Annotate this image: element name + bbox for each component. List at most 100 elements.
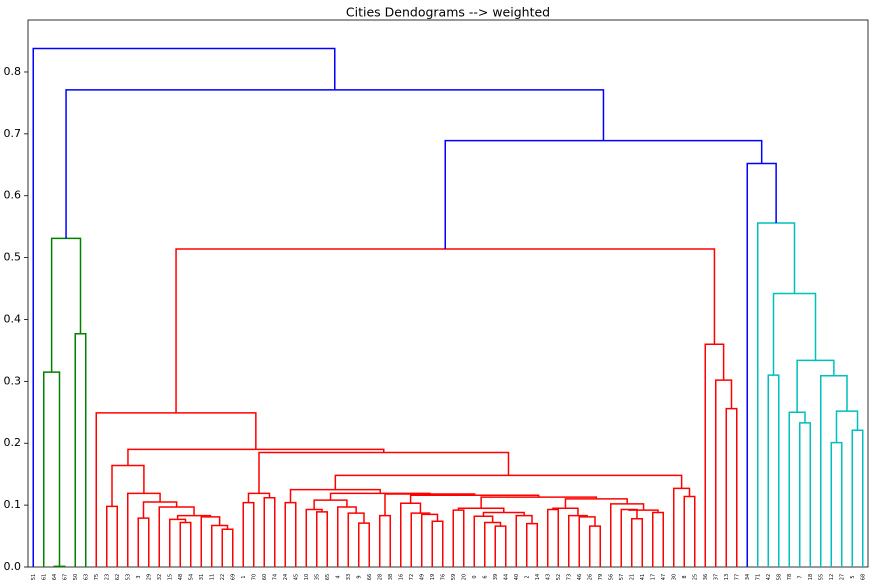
dendrogram-link xyxy=(410,512,431,567)
leaf-label: 58 xyxy=(776,574,782,580)
dendrogram-link xyxy=(494,525,507,567)
leaf-label: 24 xyxy=(283,574,289,580)
dendrogram-link xyxy=(137,517,150,567)
dendrogram-link xyxy=(820,375,848,567)
leaf-label: 61 xyxy=(41,574,47,580)
dendrogram-link xyxy=(305,508,323,567)
leaf-label: 21 xyxy=(629,574,635,580)
dendrogram-link xyxy=(169,518,187,567)
leaf-label: 23 xyxy=(104,574,110,580)
dendrogram-link xyxy=(50,237,82,373)
dendrogram-link xyxy=(400,502,422,567)
leaf-label: 42 xyxy=(766,574,772,580)
leaf-label: 17 xyxy=(650,574,656,580)
leaf-label: 76 xyxy=(440,574,446,580)
leaf-label: 11 xyxy=(209,574,215,580)
leaf-label: 60 xyxy=(262,574,268,580)
leaf-label: 71 xyxy=(755,574,761,580)
dendrogram-link xyxy=(221,528,234,567)
dendrogram-link xyxy=(258,451,510,494)
dendrogram-link xyxy=(179,521,192,567)
dendrogram-link xyxy=(673,487,691,567)
leaf-label: 67 xyxy=(62,574,68,580)
dendrogram-link xyxy=(484,521,502,567)
plot-frame xyxy=(27,19,869,568)
dendrogram-link xyxy=(746,162,777,567)
leaf-label: 50 xyxy=(73,574,79,580)
y-tick-label: 0.3 xyxy=(4,374,22,387)
leaf-label: 45 xyxy=(293,574,299,580)
leaf-label: 22 xyxy=(220,574,226,580)
dendrogram-link xyxy=(835,410,859,443)
dendrogram-link xyxy=(431,520,444,567)
dendrogram-link xyxy=(788,411,806,567)
leaf-label: 35 xyxy=(314,574,320,580)
leaf-label: 68 xyxy=(860,574,866,580)
leaf-label: 14 xyxy=(535,574,541,580)
y-tick-label: 0.0 xyxy=(4,560,22,573)
dendrogram-link xyxy=(32,47,336,567)
dendrogram-link xyxy=(578,516,596,567)
dendrogram-link xyxy=(106,505,118,567)
leaf-label: 37 xyxy=(713,574,719,580)
leaf-label: 5 xyxy=(850,575,856,578)
leaf-label: 79 xyxy=(598,574,604,580)
chart-title: Cities Dendograms --> weighted xyxy=(346,5,550,20)
leaf-label: 41 xyxy=(640,574,646,580)
leaf-label: 31 xyxy=(199,574,205,580)
y-tick-label: 0.4 xyxy=(4,312,22,325)
leaf-label: 78 xyxy=(787,574,793,580)
leaf-label: 29 xyxy=(146,574,152,580)
dendrogram-link xyxy=(334,474,683,490)
dendrogram-link xyxy=(473,515,494,567)
y-tick-label: 0.7 xyxy=(4,127,22,140)
leaf-label: 7 xyxy=(797,575,803,578)
leaf-label: 6 xyxy=(482,575,488,578)
leaf-label: 54 xyxy=(188,574,194,580)
dendrogram-link xyxy=(211,524,229,567)
leaf-label: 15 xyxy=(167,574,173,580)
leaf-label: 63 xyxy=(83,574,89,580)
dendrogram-link xyxy=(715,379,733,567)
leaf-label: 4 xyxy=(335,575,341,578)
leaf-label: 38 xyxy=(388,574,394,580)
dendrogram-link xyxy=(53,565,66,568)
dendrogram-link xyxy=(284,501,297,567)
leaf-label: 0 xyxy=(472,575,478,578)
dendrogram-link xyxy=(289,488,381,503)
leaf-label: 47 xyxy=(661,574,667,580)
leaf-label: 2 xyxy=(524,575,530,578)
leaf-label: 36 xyxy=(703,574,709,580)
dendrogram-link xyxy=(851,429,864,567)
leaf-label: 70 xyxy=(251,574,257,580)
leaf-label: 75 xyxy=(94,574,100,580)
dendrogram-link xyxy=(725,407,738,567)
leaf-label: 77 xyxy=(734,574,740,580)
dendrogram-link xyxy=(568,514,588,567)
leaf-label: 69 xyxy=(230,574,236,580)
dendrogram-link xyxy=(358,522,370,567)
leaf-label: 20 xyxy=(461,574,467,580)
dendrogram-link xyxy=(421,513,439,567)
leaf-label: 57 xyxy=(619,574,625,580)
leaf-label: 9 xyxy=(356,575,362,578)
leaf-label: 8 xyxy=(682,575,688,578)
leaf-label: 13 xyxy=(724,574,730,580)
leaf-label: 3 xyxy=(136,575,142,578)
leaf-label: 62 xyxy=(115,574,121,580)
dendrogram-link xyxy=(452,509,465,567)
leaf-label: 34 xyxy=(745,574,751,580)
leaf-label: 49 xyxy=(419,574,425,580)
leaf-label: 53 xyxy=(125,574,131,580)
leaf-label: 72 xyxy=(409,574,415,580)
leaf-label: 59 xyxy=(451,574,457,580)
y-tick-label: 0.5 xyxy=(4,251,22,264)
leaf-label: 30 xyxy=(671,574,677,580)
y-tick-label: 0.6 xyxy=(4,189,22,202)
leaf-label: 66 xyxy=(367,574,373,580)
leaf-label: 46 xyxy=(577,574,583,580)
leaf-label: 44 xyxy=(503,574,509,580)
dendrogram-link xyxy=(772,292,817,376)
leaf-label: 74 xyxy=(272,574,278,580)
